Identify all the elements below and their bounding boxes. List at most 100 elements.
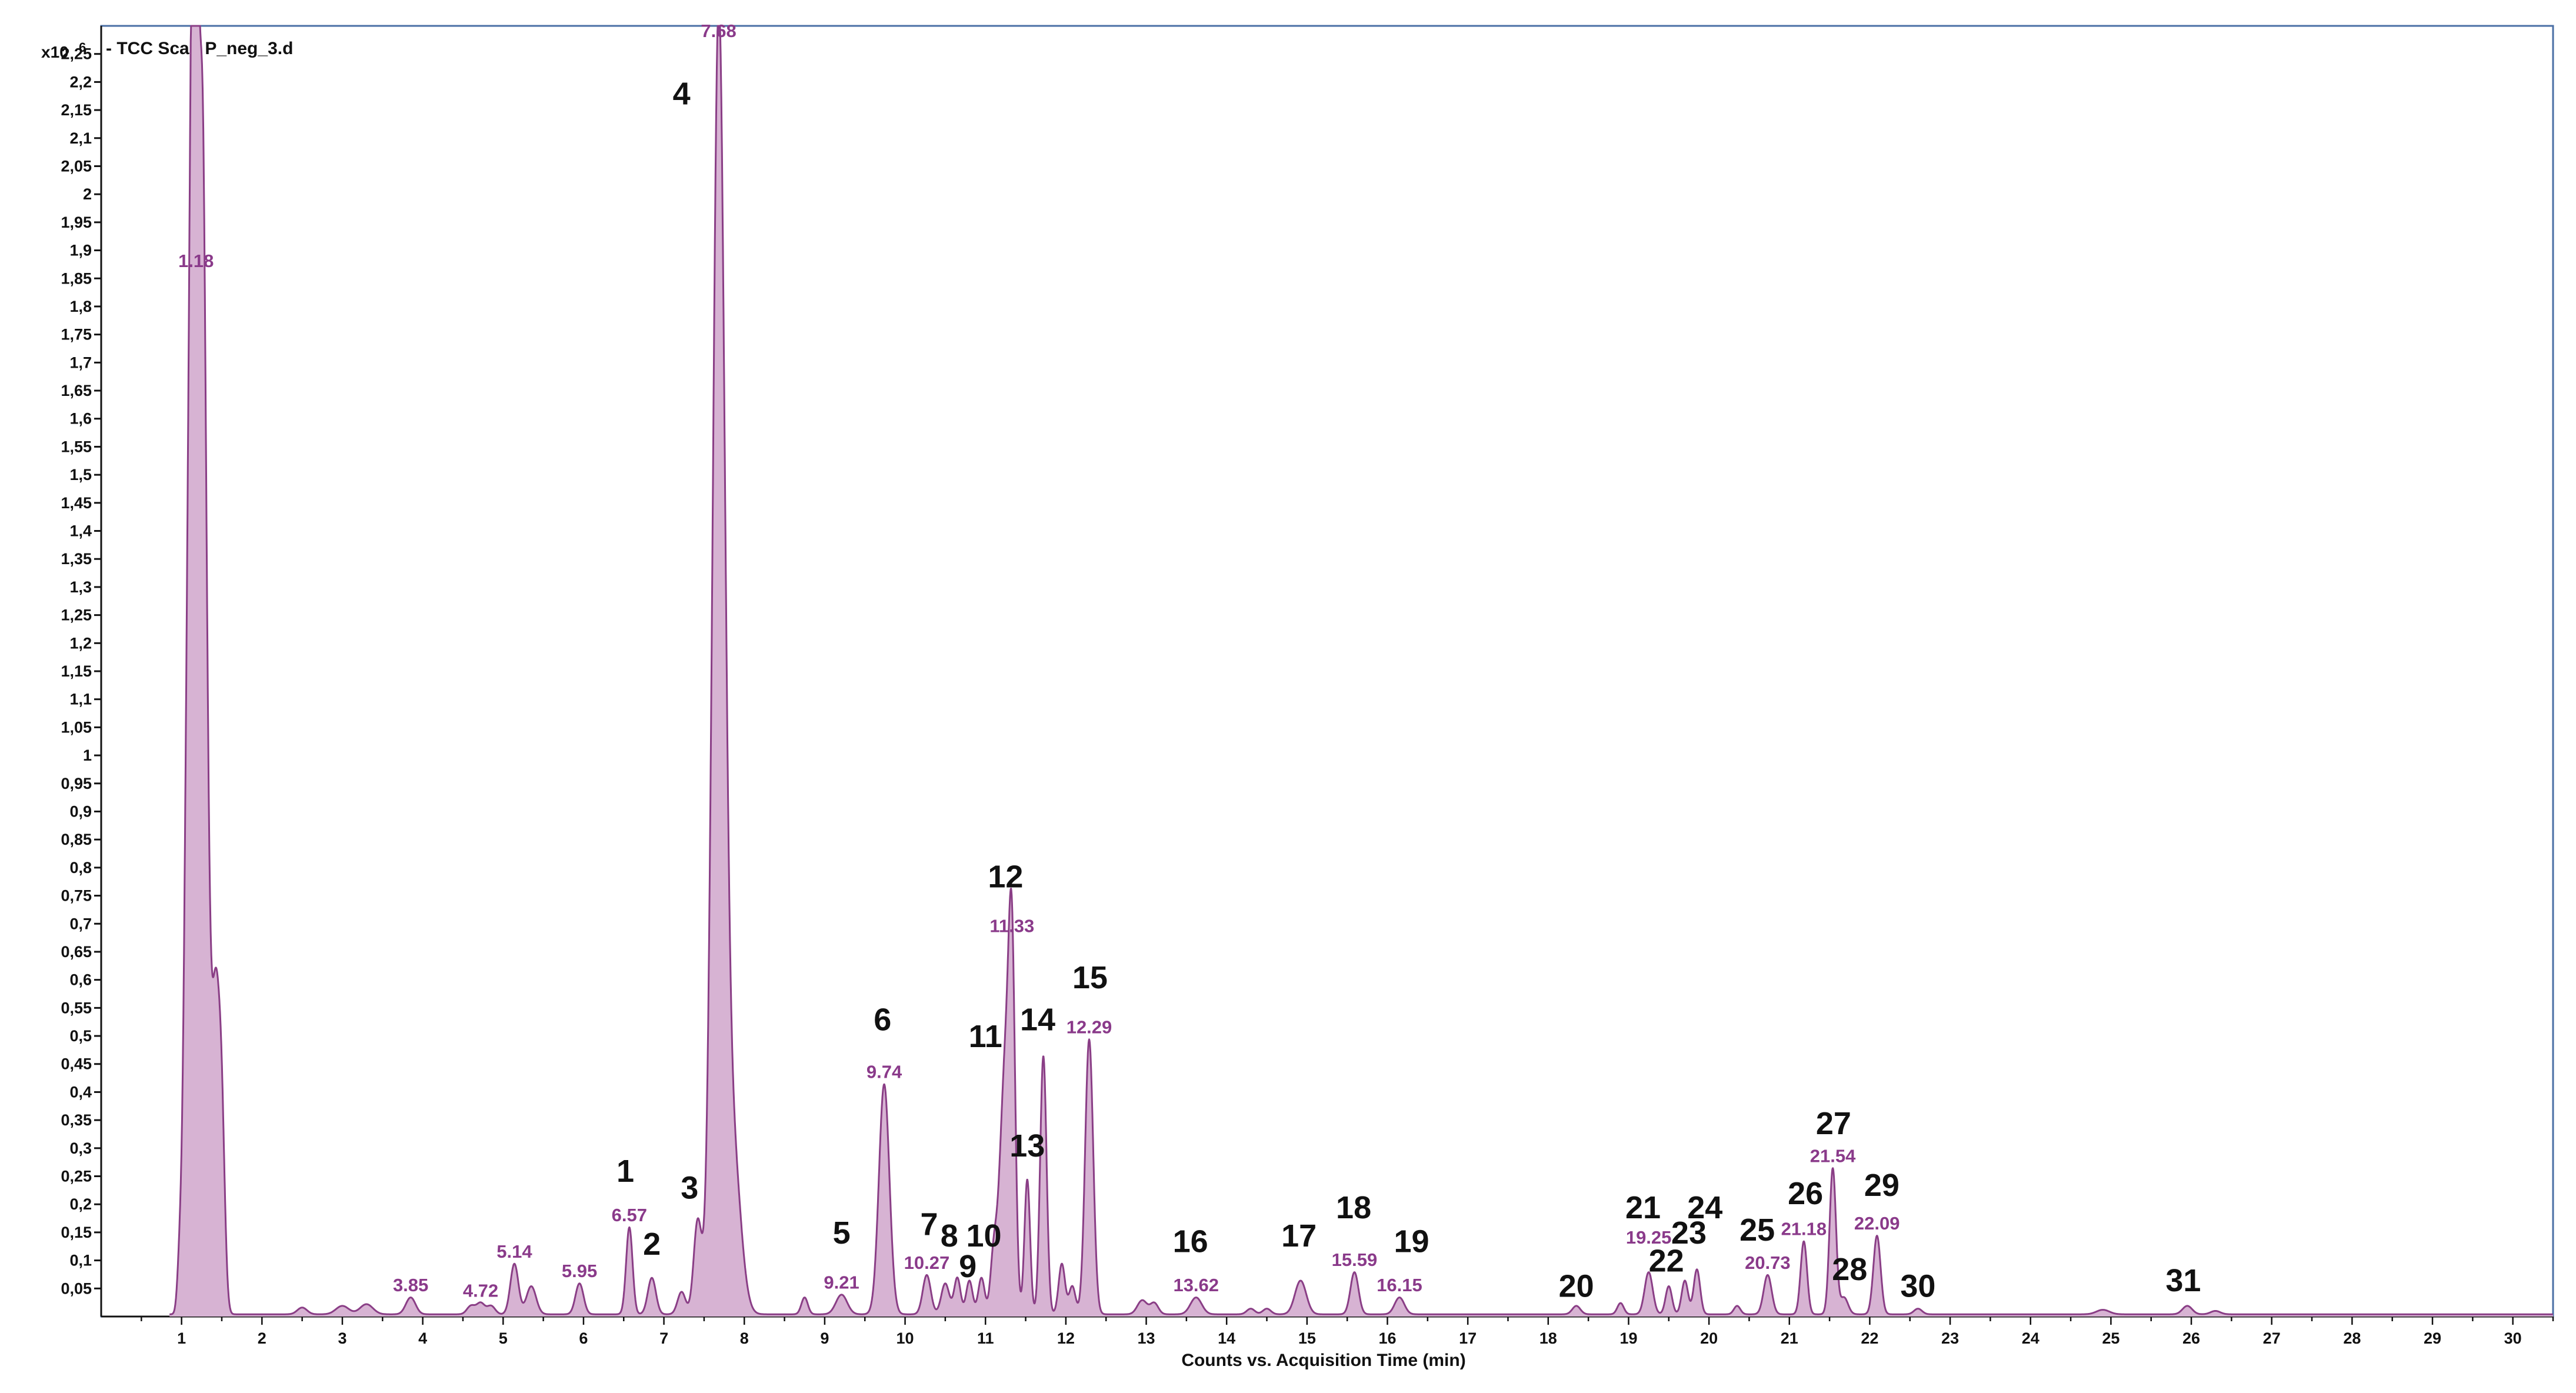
rt-label: 15.59: [1332, 1249, 1378, 1270]
x-axis: 1 2 3 4 5 6 7 8 9 10 11 12 13 14 15 16 17 18 19 20 21 22 23 24 2…: [101, 1315, 2554, 1347]
x-tick-label: 18: [1539, 1329, 1557, 1347]
rt-label: 21.54: [1810, 1146, 1856, 1167]
y-tick-label: 0,35: [61, 1111, 92, 1129]
peak-number: 17: [1281, 1218, 1317, 1254]
x-tick-label: 27: [2263, 1329, 2281, 1347]
x-tick-label: 2: [258, 1329, 266, 1347]
peak-number: 13: [1009, 1128, 1045, 1164]
chromatogram-trace: [169, 25, 2554, 1317]
peak-number: 3: [681, 1171, 698, 1206]
y-tick-label: 1,9: [69, 242, 92, 259]
peak-number: 1: [616, 1154, 634, 1189]
peak-number: 27: [1816, 1106, 1851, 1141]
peak-number: 5: [833, 1215, 851, 1251]
peak-number: 14: [1020, 1002, 1055, 1038]
y-tick-label: 1,05: [61, 718, 92, 736]
y-tick-label: 2,2: [69, 73, 92, 91]
peak-number: 24: [1687, 1190, 1722, 1225]
y-tick-label: 1,4: [69, 522, 92, 540]
rt-label: 20.73: [1745, 1252, 1791, 1273]
rt-label: 16.15: [1377, 1275, 1422, 1295]
peak-number: 26: [1788, 1176, 1823, 1211]
y-tick-label: 1,65: [61, 382, 92, 399]
y-tick-label: 0,45: [61, 1055, 92, 1073]
x-tick-label: 22: [1861, 1329, 1878, 1347]
y-tick-label: 0,7: [69, 915, 92, 932]
x-tick-label: 11: [977, 1329, 994, 1347]
rt-label: 6.57: [612, 1205, 647, 1225]
y-tick-label: 0,75: [61, 887, 92, 905]
y-tick-label: 0,2: [69, 1195, 92, 1213]
y-tick-label: 1,8: [69, 298, 92, 315]
x-tick-label: 23: [1941, 1329, 1959, 1347]
peak-number: 31: [2165, 1263, 2201, 1298]
rt-label: 5.14: [496, 1241, 532, 1262]
y-tick-label: 1,1: [69, 691, 92, 708]
y-tick-label: 0,5: [69, 1027, 92, 1045]
peak-number: 6: [874, 1002, 891, 1038]
y-tick-label: 0,6: [69, 971, 92, 989]
x-tick-label: 24: [2022, 1329, 2040, 1347]
y-tick-label: 2: [83, 185, 92, 203]
x-tick-label: 12: [1057, 1329, 1075, 1347]
x-tick-label: 19: [1619, 1329, 1637, 1347]
y-tick-label: 1,35: [61, 550, 92, 568]
peak-number: 8: [941, 1218, 958, 1254]
peak-number: 28: [1832, 1252, 1867, 1287]
peak-number: 20: [1559, 1269, 1594, 1304]
rt-label: 9.74: [867, 1062, 902, 1082]
x-tick-label: 4: [418, 1329, 427, 1347]
y-tick-label: 1,3: [69, 578, 92, 596]
plot-frame: [100, 25, 2554, 1318]
rt-label: 1.18: [178, 251, 214, 271]
y-tick-label: 1,95: [61, 214, 92, 231]
y-tick-label: 0,9: [69, 802, 92, 820]
y-tick-label: 0,95: [61, 775, 92, 792]
rt-label: 7.68: [701, 21, 736, 41]
y-tick-label: 1,55: [61, 438, 92, 455]
peak-number: 18: [1336, 1190, 1371, 1225]
rt-label: 19.25: [1626, 1227, 1672, 1248]
x-tick-label: 30: [2504, 1329, 2522, 1347]
y-tick-label: 0,8: [69, 859, 92, 877]
x-tick-label: 15: [1298, 1329, 1316, 1347]
rt-label: 21.18: [1781, 1219, 1827, 1239]
x-tick-label: 7: [659, 1329, 668, 1347]
x-tick-label: 3: [338, 1329, 346, 1347]
peak-number: 2: [643, 1227, 661, 1262]
peak-number: 10: [966, 1218, 1001, 1254]
peak-number: 12: [988, 859, 1023, 894]
y-tick-label: 0,55: [61, 999, 92, 1017]
y-tick-label: 1,85: [61, 269, 92, 287]
y-tick-label: 1,45: [61, 494, 92, 512]
x-axis-label: Counts vs. Acquisition Time (min): [1181, 1351, 1465, 1370]
y-tick-label: 1,2: [69, 634, 92, 652]
x-tick-label: 14: [1218, 1329, 1235, 1347]
rt-label: 13.62: [1173, 1275, 1219, 1295]
x-tick-label: 5: [499, 1329, 508, 1347]
peak-number: 30: [1900, 1269, 1935, 1304]
x-tick-label: 8: [740, 1329, 749, 1347]
y-tick-label: 1: [83, 747, 92, 764]
x-tick-label: 20: [1700, 1329, 1718, 1347]
rt-label: 10.27: [904, 1252, 950, 1273]
x-tick-label: 17: [1459, 1329, 1477, 1347]
y-tick-label: 0,05: [61, 1279, 92, 1297]
y-tick-label: 1,75: [61, 326, 92, 344]
y-tick-label: 0,85: [61, 831, 92, 848]
y-tick-label: 2,05: [61, 157, 92, 175]
y-tick-label: 0,3: [69, 1139, 92, 1157]
y-tick-label: 1,6: [69, 410, 92, 428]
rt-label: 22.09: [1854, 1213, 1900, 1234]
x-tick-label: 1: [177, 1329, 186, 1347]
retention-time-labels: 1.18 3.85 4.72 5.14 5.95 6.57 7.68 9.21 9.74 10.2…: [178, 21, 1899, 1301]
y-tick-label: 0,25: [61, 1168, 92, 1185]
y-unit-label: x10: [41, 43, 69, 61]
x-tick-label: 28: [2343, 1329, 2361, 1347]
rt-label: 11.33: [989, 916, 1034, 937]
y-tick-label: 0,1: [69, 1252, 92, 1269]
x-tick-label: 21: [1781, 1329, 1798, 1347]
peak-number: 22: [1649, 1244, 1684, 1279]
peak-number: 29: [1864, 1168, 1899, 1203]
